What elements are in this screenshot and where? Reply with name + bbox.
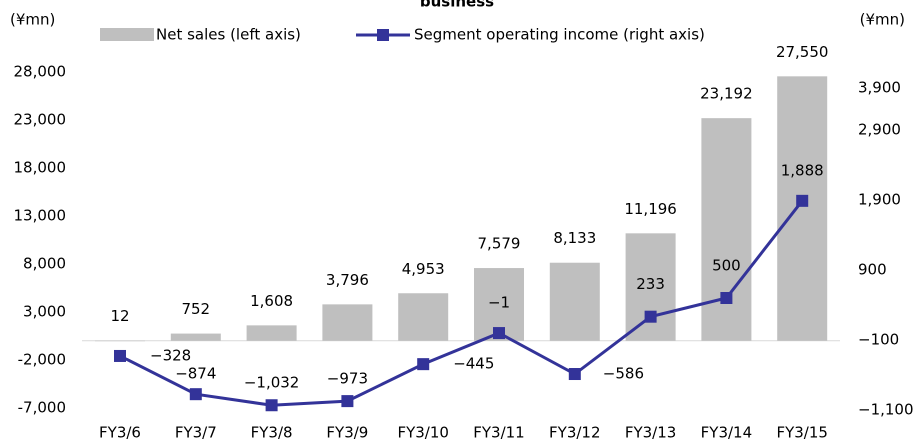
x-tick-label: FY3/15 — [776, 424, 827, 442]
y2-tick-label: −1,100 — [858, 401, 914, 419]
bar — [246, 325, 297, 341]
y-tick-label: -7,000 — [18, 399, 66, 417]
y-tick-label: 23,000 — [14, 111, 67, 129]
bar-value-label: 8,133 — [553, 229, 596, 247]
bar-value-label: 27,550 — [776, 43, 829, 61]
legend-marker — [377, 29, 389, 41]
line — [119, 199, 804, 407]
y-tick-label: 13,000 — [14, 207, 67, 225]
line-value-label: 500 — [712, 257, 741, 275]
y2-tick-label: 2,900 — [858, 121, 901, 139]
line-value-label: 1,888 — [781, 161, 824, 179]
line-marker — [568, 368, 581, 381]
legend-label: Net sales (left axis) — [156, 26, 301, 44]
line-marker — [720, 292, 733, 304]
line-value-label: −973 — [327, 370, 368, 388]
x-tick-label: FY3/14 — [701, 424, 752, 442]
bar — [625, 233, 676, 341]
bar-value-label: 12 — [110, 307, 129, 325]
bar-value-label: 752 — [181, 300, 210, 318]
line-marker — [493, 327, 505, 340]
line-marker — [644, 310, 657, 323]
bar-value-label: 11,196 — [624, 200, 677, 218]
line-value-label: 233 — [636, 275, 665, 293]
line-value-label: −586 — [603, 365, 644, 383]
chart-title: business — [420, 0, 494, 11]
y-axis-label: (¥mn) — [10, 11, 55, 29]
bar-value-label: 4,953 — [402, 260, 445, 278]
bar-value-label: 23,192 — [700, 85, 753, 103]
x-tick-label: FY3/8 — [251, 424, 293, 442]
line-marker — [114, 349, 126, 362]
x-tick-label: FY3/10 — [397, 424, 448, 442]
y2-tick-label: 900 — [858, 261, 887, 279]
bar — [170, 333, 221, 341]
y2-tick-label: −100 — [858, 331, 899, 349]
y2-axis-label: (¥mn) — [860, 11, 905, 29]
x-tick-label: FY3/13 — [625, 424, 676, 442]
line-marker — [796, 194, 809, 207]
bar — [322, 304, 373, 341]
line-marker — [417, 358, 430, 371]
legend-label: Segment operating income (right axis) — [414, 26, 705, 44]
line-marker — [341, 395, 354, 408]
x-tick-label: FY3/11 — [473, 424, 524, 442]
x-tick-label: FY3/6 — [99, 424, 141, 442]
bar-value-label: 1,608 — [250, 292, 293, 310]
y-tick-label: 28,000 — [14, 63, 67, 81]
x-tick-label: FY3/7 — [175, 424, 217, 442]
y-tick-label: 3,000 — [23, 303, 66, 321]
line-value-label: −1,032 — [244, 374, 300, 392]
x-tick-label: FY3/12 — [549, 424, 600, 442]
y-tick-label: 18,000 — [14, 159, 67, 177]
bar-value-label: 7,579 — [478, 235, 521, 253]
bar — [777, 76, 828, 341]
bar — [701, 118, 752, 341]
line-marker — [265, 399, 278, 412]
y2-tick-label: 3,900 — [858, 79, 901, 97]
bar — [549, 262, 600, 341]
legend-swatch — [100, 28, 154, 41]
line-value-label: −445 — [453, 355, 494, 373]
y-tick-label: -2,000 — [18, 351, 66, 369]
line-marker — [189, 388, 202, 401]
line-value-label: −328 — [150, 346, 191, 364]
bar-value-label: 3,796 — [326, 271, 369, 289]
y-tick-label: 8,000 — [23, 255, 66, 273]
line-value-label: −874 — [175, 365, 216, 383]
y2-tick-label: 1,900 — [858, 191, 901, 209]
x-tick-label: FY3/9 — [326, 424, 368, 442]
bar — [95, 340, 145, 342]
bar — [398, 293, 449, 341]
line-value-label: −1 — [488, 294, 510, 312]
